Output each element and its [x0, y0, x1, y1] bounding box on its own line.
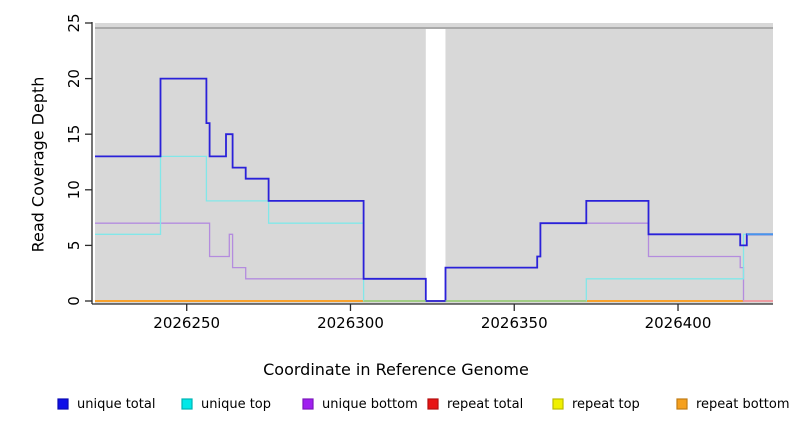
x-tick-label: 2026350 — [481, 314, 548, 332]
legend-swatch-unique-total — [57, 398, 69, 410]
legend-swatch-repeat-bottom — [676, 398, 688, 410]
y-tick-label: 15 — [65, 125, 83, 144]
x-tick-label: 2026300 — [317, 314, 384, 332]
series-line-unique-total — [95, 77, 773, 302]
y-tick-label: 5 — [65, 241, 83, 251]
legend-swatch-unique-bottom — [302, 398, 314, 410]
x-tick-label: 2026250 — [153, 314, 220, 332]
y-tick-label: 25 — [65, 13, 83, 32]
legend-label-unique-total: unique total — [77, 397, 155, 412]
x-tick-label: 2026400 — [645, 314, 712, 332]
series-line-unique-top — [95, 155, 773, 302]
x-axis-title: Coordinate in Reference Genome — [263, 360, 529, 379]
legend-label-unique-bottom: unique bottom — [322, 397, 418, 412]
legend-swatch-repeat-total — [427, 398, 439, 410]
y-tick-label: 20 — [65, 69, 83, 88]
legend-swatch-repeat-top — [552, 398, 564, 410]
y-axis-title: Read Coverage Depth — [28, 76, 48, 253]
legend-swatch-unique-top — [181, 398, 193, 410]
y-tick-label: 0 — [65, 296, 83, 306]
legend-label-unique-top: unique top — [201, 397, 271, 412]
y-tick-label: 10 — [65, 180, 83, 199]
legend-label-repeat-total: repeat total — [447, 397, 523, 412]
legend-label-repeat-bottom: repeat bottom — [696, 397, 790, 412]
legend-label-repeat-top: repeat top — [572, 397, 640, 412]
coverage-gap-band — [425, 29, 446, 302]
